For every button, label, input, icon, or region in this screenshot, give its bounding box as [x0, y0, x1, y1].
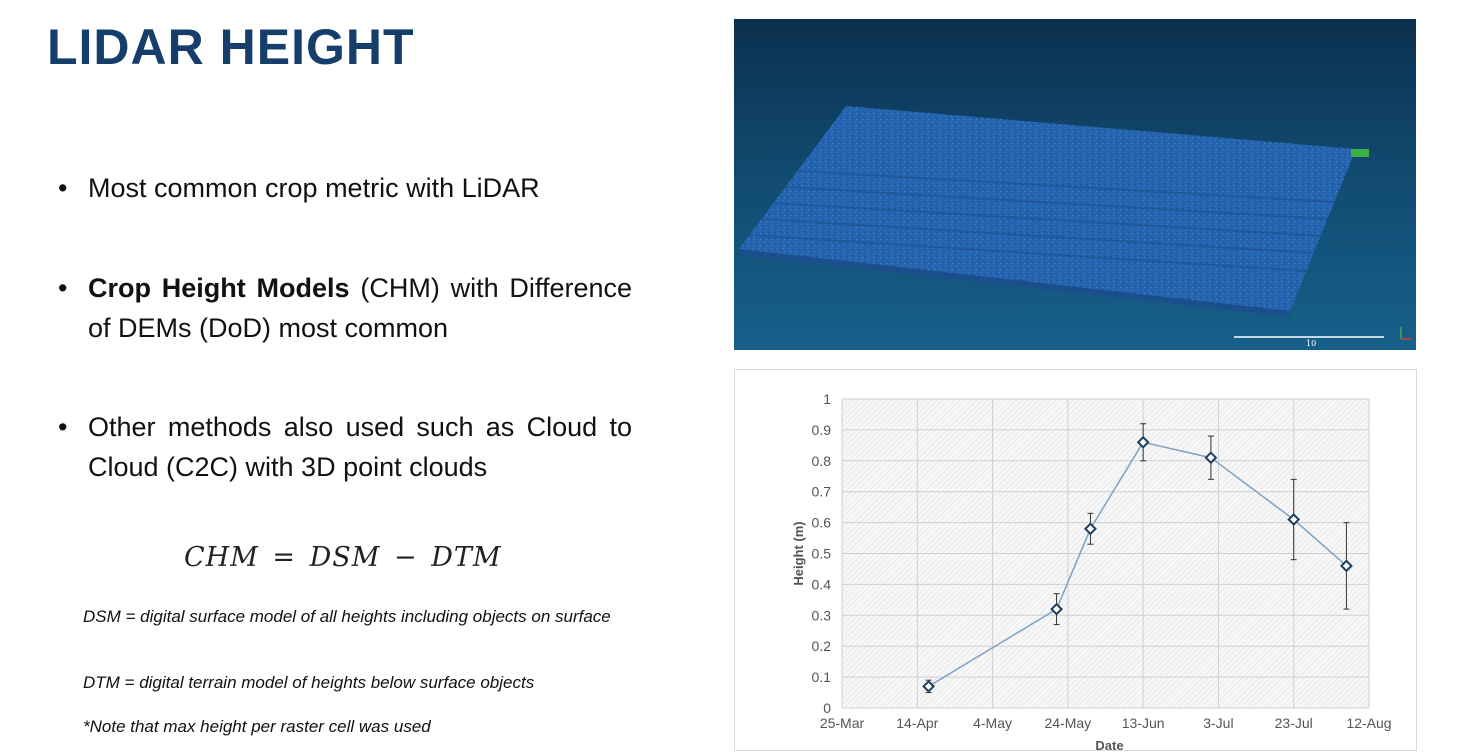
chm-formula: CHM = DSM − DTM — [184, 542, 502, 573]
y-tick-label: 0.7 — [812, 484, 832, 500]
y-tick-label: 0.6 — [812, 515, 832, 531]
y-tick-label: 0.1 — [812, 669, 832, 685]
bullet-item-crop-metric: • Most common crop metric with LiDAR — [58, 168, 632, 208]
bullet-marker: • — [58, 173, 68, 203]
data-point-marker — [922, 679, 935, 693]
x-tick-label: 24-May — [1045, 715, 1092, 731]
vegetation-patch — [1351, 149, 1369, 157]
x-tick-label: 14-Apr — [896, 715, 938, 731]
plot-rows — [749, 170, 1337, 272]
scale-bar-label: 10 — [1306, 339, 1316, 348]
y-tick-label: 0.5 — [812, 546, 832, 562]
x-tick-label: 23-Jul — [1275, 715, 1313, 731]
data-point-marker — [1050, 602, 1063, 616]
bullet-item-chm: • Crop Height Models (CHM) with Differen… — [58, 268, 632, 348]
y-tick-label: 0.9 — [812, 422, 832, 438]
bullet-body-text: (CHM) with Difference of DEMs (DoD) most… — [88, 273, 632, 343]
data-point-marker — [1287, 513, 1301, 526]
data-point-marker — [1084, 522, 1097, 536]
x-tick-label: 13-Jun — [1122, 715, 1165, 731]
x-tick-label: 4-May — [973, 715, 1012, 731]
note-dsm: DSM = digital surface model of all heigh… — [83, 607, 611, 626]
bullet-text: Other methods also used such as Cloud to… — [88, 407, 632, 487]
y-tick-label: 0.4 — [812, 576, 832, 592]
lidar-point-cloud-image: 10 — [734, 19, 1416, 350]
bullet-text: Most common crop metric with LiDAR — [88, 168, 632, 208]
y-tick-label: 1 — [823, 391, 831, 407]
x-axis-label: Date — [1095, 738, 1123, 752]
bullet-body-text: Other methods also used such as Cloud to… — [88, 412, 632, 482]
x-tick-label: 12-Aug — [1346, 715, 1391, 731]
x-tick-label: 3-Jul — [1203, 715, 1233, 731]
y-tick-label: 0 — [823, 700, 831, 716]
note-dtm: DTM = digital terrain model of heights b… — [83, 673, 535, 692]
bullet-marker: • — [58, 273, 68, 303]
note-max-height: *Note that max height per raster cell wa… — [83, 717, 431, 736]
bullet-bold-text: Crop Height Models — [88, 273, 350, 303]
y-tick-label: 0.8 — [812, 453, 832, 469]
slide-title: LIDAR HEIGHT — [47, 19, 415, 75]
x-tick-label: 25-Mar — [820, 715, 865, 731]
field-edge — [739, 249, 1290, 317]
bullet-item-c2c: • Other methods also used such as Cloud … — [58, 407, 632, 487]
point-cloud-render: 10 — [739, 106, 1412, 348]
bullet-marker: • — [58, 412, 68, 442]
bullet-text: Crop Height Models (CHM) with Difference… — [88, 268, 632, 348]
data-point-marker — [1340, 559, 1353, 573]
y-tick-label: 0.3 — [812, 607, 832, 623]
data-point-marker — [1136, 435, 1150, 449]
data-point-marker — [1204, 451, 1218, 465]
height-chart-svg: 0 0.1 0.2 0.3 0.4 0.5 0.6 0.7 0.8 0.9 1 25-Mar 14-Ap… — [791, 391, 1392, 752]
y-axis-label: Height (m) — [791, 521, 806, 585]
y-tick-label: 0.2 — [812, 638, 832, 654]
height-chart: 0 0.1 0.2 0.3 0.4 0.5 0.6 0.7 0.8 0.9 1 25-Mar 14-Ap… — [734, 369, 1417, 752]
bullet-body-text: Most common crop metric with LiDAR — [88, 173, 540, 203]
field-surface — [739, 106, 1356, 311]
